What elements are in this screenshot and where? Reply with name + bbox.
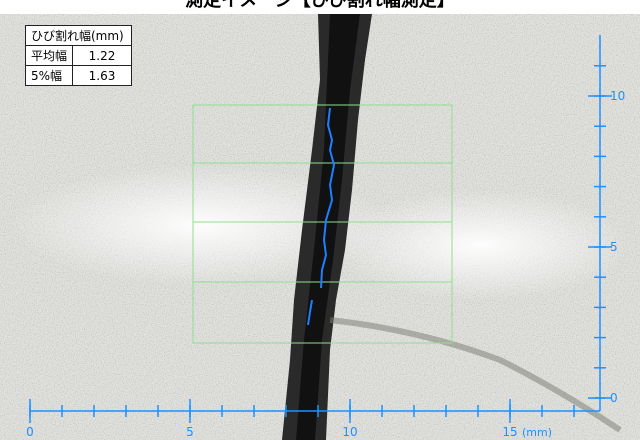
measure-grid (192, 104, 453, 344)
y-tick-label: 10 (610, 89, 625, 103)
x-tick-label: 15 (502, 425, 517, 439)
scale (29, 35, 612, 423)
x-tick-label: 10 (342, 425, 357, 439)
crack-trace (320, 107, 336, 289)
light-glare (10, 165, 390, 285)
y-tick-label: 0 (610, 391, 618, 405)
page-title: 測定イメージ【ひび割れ幅測定】 (185, 0, 455, 11)
crack-trace (307, 299, 313, 326)
x-tick-label: 0 (26, 425, 34, 439)
light-glare (330, 190, 630, 300)
crack-core (296, 14, 360, 440)
width-table: ひび割れ幅(mm) 平均幅 1.22 5%幅 1.63 (24, 25, 133, 86)
row-value: 1.63 (72, 65, 133, 86)
row-label: 5%幅 (24, 65, 74, 86)
x-tick-label: 5 (186, 425, 194, 439)
row-label: 平均幅 (24, 45, 74, 66)
x-unit: (mm) (522, 426, 552, 439)
y-tick-label: 5 (610, 240, 618, 254)
table-title: ひび割れ幅(mm) (24, 25, 133, 46)
crack-branch (329, 317, 622, 433)
row-value: 1.22 (72, 45, 133, 66)
measure-region (192, 104, 453, 344)
